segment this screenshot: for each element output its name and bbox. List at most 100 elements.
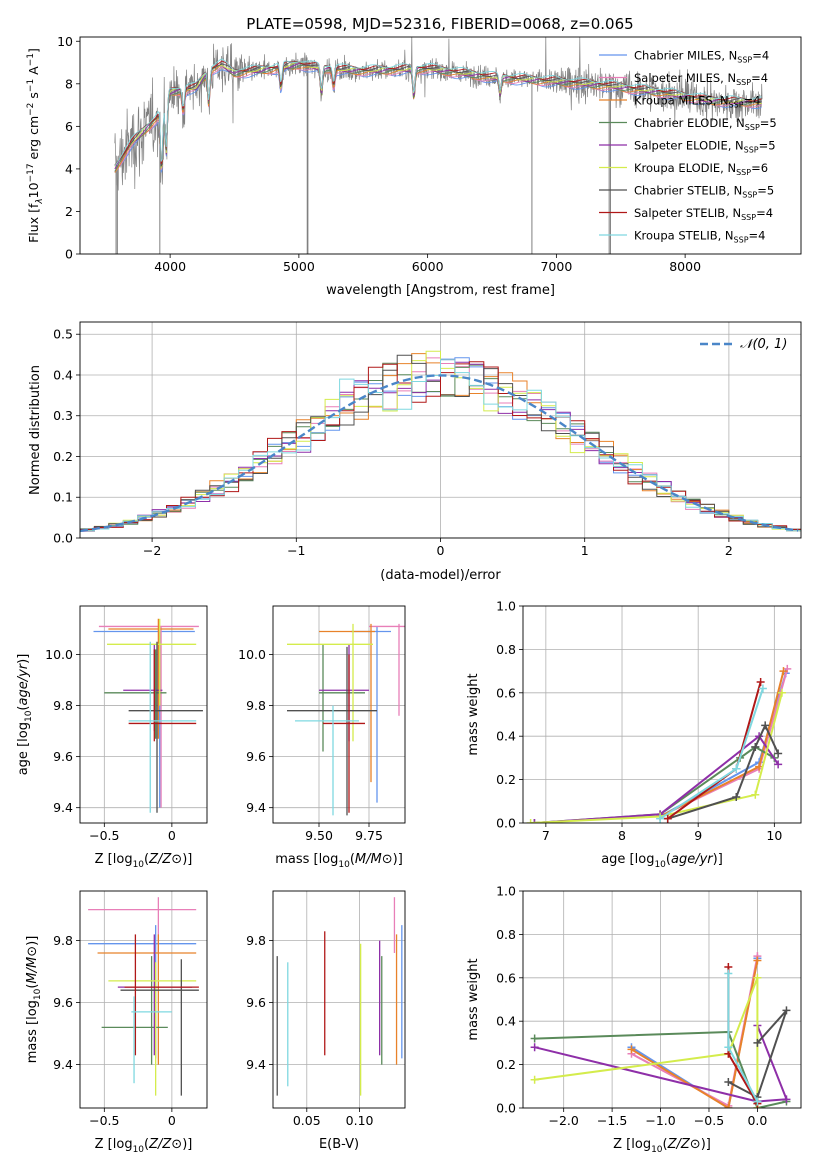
y-tick-label: 9.4 [53,1057,73,1072]
legend-entry: Chabrier MILES, NSSP=4 [634,49,769,65]
x-tick-label: 0.10 [346,1113,374,1128]
weight-marker [753,956,762,965]
y-tick-label: 10 [57,34,73,49]
x-tick-label: 0 [437,543,445,558]
weight-marker [753,973,762,982]
axes-frame [272,890,406,1109]
y-tick-label: 0.6 [496,685,516,700]
weight-marker [663,814,672,823]
y-tick-label: 9.4 [246,800,266,815]
x-tick-label: 9.50 [305,828,333,843]
plot-area [523,891,801,1108]
weight-marker [724,1077,733,1086]
panel-age_vs_Z: −0.5 0 9.4 9.6 9.8 10.0 Z [log10(Z/Z⊙)] age [lo… [16,605,208,870]
legend: Chabrier MILES, NSSP=4 Salpeter MILES, NS… [599,49,777,245]
legend-entry: Salpeter STELIB, NSSP=4 [634,206,773,222]
y-tick-label: 9.4 [53,800,73,815]
weight-line [630,960,759,1108]
observed-spectrum [114,37,763,191]
x-tick-label: −1.0 [645,1113,675,1128]
y-tick-label: 0.4 [496,1014,516,1029]
model-spectrum [114,58,762,167]
weight-marker [758,684,767,693]
x-tick-label: −0.5 [89,828,119,843]
axis-label: mass [log10(M/M⊙)] [275,852,403,870]
weight-marker [774,749,783,758]
x-tick-label: 9 [694,828,702,843]
y-tick-label: 9.6 [246,995,266,1010]
x-tick-label: −2.0 [549,1113,579,1128]
weight-line [534,735,780,823]
plot-area [80,322,801,538]
plot-area [80,891,207,1108]
x-tick-label: 2 [725,543,733,558]
y-tick-label: 0.8 [496,927,516,942]
x-tick-label: 10 [766,828,782,843]
page-title: PLATE=0598, MJD=52316, FIBERID=0068, z=0… [246,15,633,33]
axes-frame [79,890,208,1109]
panel-spectrum: 4000 5000 6000 7000 8000 0 2 4 6 8 10 wavelength [A… [26,34,802,298]
legend-entry: Chabrier STELIB, NSSP=5 [634,184,774,200]
y-tick-label: 0.3 [53,408,73,423]
y-tick-label: 9.6 [53,749,73,764]
y-tick-label: 9.4 [246,1057,266,1072]
x-tick-label: −1.5 [597,1113,627,1128]
normal-curve [80,374,799,533]
legend-entry: Kroupa STELIB, NSSP=4 [634,229,765,245]
axes-frame [79,321,802,539]
legend-entry: Kroupa MILES, NSSP=4 [634,94,760,110]
x-tick-label: −0.5 [694,1113,724,1128]
weight-marker [724,969,733,978]
y-tick-label: 9.8 [53,698,73,713]
x-tick-label: 6000 [412,259,444,274]
x-axis-label: E(B-V) [319,1137,359,1152]
weight-marker [732,792,741,801]
legend-entry: Salpeter ELODIE, NSSP=5 [634,139,776,155]
x-tick-label: 0.0 [747,1113,767,1128]
plot-area [523,606,801,823]
y-tick-label: 1.0 [496,884,516,899]
weight-marker [751,790,760,799]
panel-weight_vs_Z: −2.0 −1.5 −1.0 −0.5 0.0 0.0 0.2 0.4 0.6 0.8 1.0 Z [… [466,884,802,1155]
y-tick-label: 0.4 [53,367,73,382]
axis-label: age [log10(age/yr)] [601,852,723,870]
weight-marker [774,760,783,769]
axis-label: Z [log10(Z/Z⊙)] [95,1137,193,1155]
weight-marker [530,819,539,823]
x-tick-label: 1 [581,543,589,558]
y-axis-label: mass weight [466,673,481,755]
axes-frame [79,605,208,824]
weight-marker [526,819,535,823]
weight-marker [779,667,788,676]
panel-age_vs_mass: 9.50 9.75 9.4 9.6 9.8 10.0 mass [log10(M/M⊙)] [238,605,406,870]
x-tick-label: 8000 [669,259,701,274]
y-axis-label: Normed distribution [28,365,43,495]
weight-line [534,1031,787,1108]
weight-line [534,1025,788,1103]
y-tick-label: 1.0 [496,599,516,614]
weight-marker [627,1045,636,1054]
y-tick-label: 0.2 [53,449,73,464]
y-tick-label: 10.0 [45,647,73,662]
y-tick-label: 0.1 [53,490,73,505]
weight-marker [751,743,760,752]
x-tick-label: 5000 [283,259,315,274]
y-tick-label: 0.0 [496,1101,516,1116]
x-tick-label: 7 [542,828,550,843]
y-tick-label: 4 [65,161,73,176]
weight-marker [530,1034,539,1043]
y-tick-label: 0.5 [53,327,73,342]
y-tick-label: 9.8 [246,933,266,948]
y-tick-label: 0.0 [53,531,73,546]
legend-entry: Chabrier ELODIE, NSSP=5 [634,116,777,132]
x-tick-label: 9.75 [355,828,383,843]
x-tick-label: 0.05 [293,1113,321,1128]
weight-marker [782,1095,791,1104]
x-axis-label: wavelength [Angstrom, rest frame] [326,283,555,298]
weight-marker [753,1097,762,1106]
y-tick-label: 0.2 [496,772,516,787]
y-axis-label: Flux [fλ10−17 erg cm−2 s−1 A−1] [26,48,45,243]
weight-marker [656,814,665,823]
plot-area [273,891,405,1108]
